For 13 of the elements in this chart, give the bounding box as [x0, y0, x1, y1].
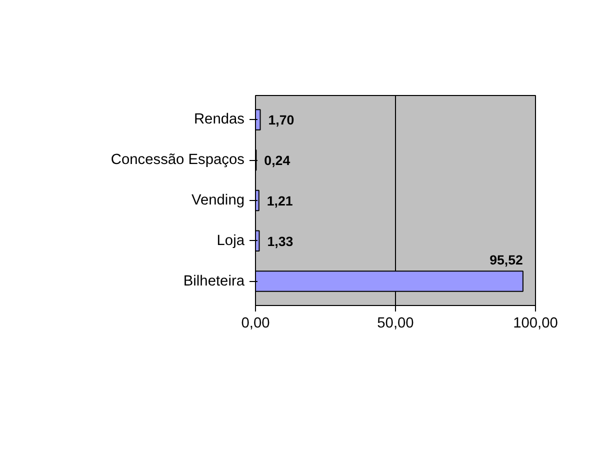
y-tick-label: Bilheteira	[183, 273, 246, 290]
data-label: 95,52	[490, 252, 523, 268]
y-tick-label: Loja	[216, 232, 246, 249]
y-tick-label: Vending	[192, 192, 245, 208]
data-label: 1,70	[268, 112, 294, 128]
x-tick-label: 100,00	[513, 316, 558, 332]
x-tick-label: 0,00	[241, 316, 270, 332]
y-tick-label: Rendas	[194, 112, 245, 128]
data-label: 1,33	[267, 234, 294, 249]
x-tick-label: 50,00	[377, 316, 414, 332]
data-label: 1,21	[266, 194, 294, 208]
data-label: 0,24	[264, 153, 291, 168]
y-tick-label: Concessão Espaços	[110, 152, 245, 168]
